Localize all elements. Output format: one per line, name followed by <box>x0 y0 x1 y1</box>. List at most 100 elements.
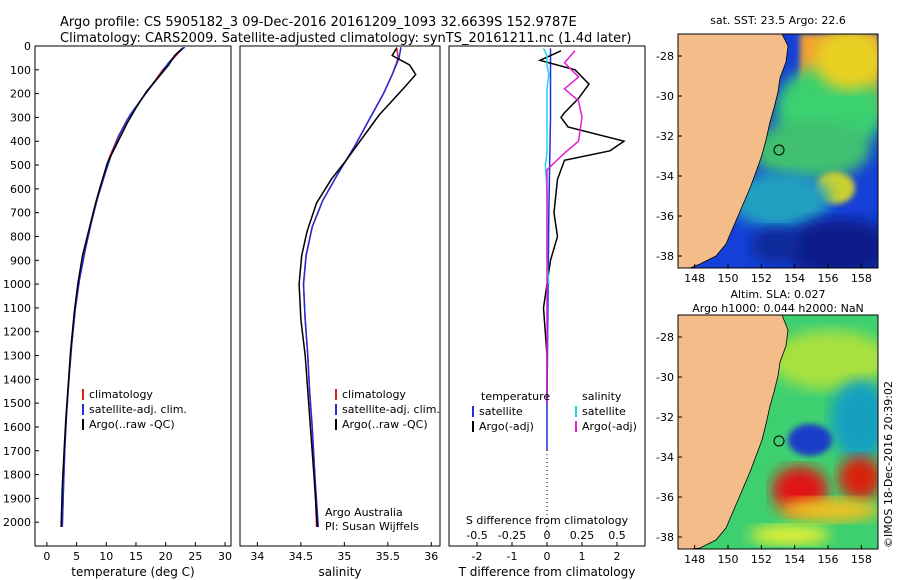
depth-tick-label: 400 <box>10 135 31 148</box>
sst-map-ytick-label: -38 <box>656 250 674 263</box>
depth-tick-label: 700 <box>10 207 31 220</box>
sla-argo-marker <box>773 435 785 447</box>
salinity-legend-label: climatology <box>342 388 406 401</box>
depth-tick-label: 900 <box>10 254 31 267</box>
difference-s-tick-label: 0.25 <box>570 529 595 542</box>
sla-map <box>678 315 878 549</box>
sst-map-xtick-label: 148 <box>684 272 705 285</box>
difference-legend-label: Argo(-adj) <box>582 420 637 433</box>
temperature-xtick-label: 25 <box>188 550 202 563</box>
depth-tick-label: 1800 <box>3 469 31 482</box>
sst-map <box>678 34 878 268</box>
sla-map-subtitle: Argo h1000: 0.044 h2000: NaN <box>692 302 864 315</box>
difference-series-3 <box>546 50 583 404</box>
difference-series-0 <box>546 48 552 451</box>
difference-xlabel: T difference from climatology <box>458 565 636 579</box>
difference-xtick-label: -1 <box>507 550 518 563</box>
temperature-xtick-label: 10 <box>99 550 113 563</box>
depth-tick-label: 2000 <box>3 516 31 529</box>
salinity-series-1 <box>302 47 402 528</box>
sst-map-ytick-label: -28 <box>656 50 674 63</box>
sla-map-ytick-label: -38 <box>656 531 674 544</box>
depth-tick-label: 1900 <box>3 492 31 505</box>
difference-s-tick-label: -0.25 <box>498 529 526 542</box>
depth-tick-label: 1600 <box>3 421 31 434</box>
difference-legend-header-temperature: temperature <box>481 390 550 403</box>
sst-map-frame <box>677 33 879 269</box>
depth-tick-label: 300 <box>10 111 31 124</box>
depth-tick-label: 800 <box>10 230 31 243</box>
difference-xlabel-s: S difference from climatology <box>466 514 629 527</box>
difference-legend-header-salinity: salinity <box>582 390 622 403</box>
depth-tick-label: 1300 <box>3 350 31 363</box>
sla-map-ytick-label: -36 <box>656 491 674 504</box>
sst-map-xtick-label: 156 <box>818 272 839 285</box>
salinity-xtick-label: 34 <box>250 550 264 563</box>
depth-tick-label: 0 <box>24 40 31 53</box>
sla-map-xtick-label: 150 <box>718 553 739 566</box>
sla-map-title: Altim. SLA: 0.027 <box>730 288 825 301</box>
salinity-xtick-label: 34.5 <box>289 550 314 563</box>
difference-xtick-label: -2 <box>472 550 483 563</box>
difference-legend-label: satellite <box>479 405 523 418</box>
sst-map-ytick-label: -32 <box>656 130 674 143</box>
salinity-legend-label: satellite-adj. clim. <box>342 403 440 416</box>
temperature-xtick-label: 20 <box>159 550 173 563</box>
temperature-xtick-label: 15 <box>129 550 143 563</box>
salinity-xtick-label: 35.5 <box>376 550 401 563</box>
temperature-xtick-label: 30 <box>218 550 232 563</box>
salinity-xtick-label: 35 <box>337 550 351 563</box>
sla-map-xtick-label: 148 <box>684 553 705 566</box>
temperature-xtick-label: 5 <box>73 550 80 563</box>
depth-tick-label: 1500 <box>3 397 31 410</box>
difference-s-tick-label: 0.5 <box>608 529 626 542</box>
depth-tick-label: 600 <box>10 183 31 196</box>
header-line-1: Argo profile: CS 5905182_3 09-Dec-2016 2… <box>60 15 577 30</box>
sst-argo-marker <box>773 144 785 156</box>
temperature-series-2 <box>60 47 183 528</box>
watermark: ©IMOS 18-Dec-2016 20:39:02 <box>882 381 895 548</box>
difference-xtick-label: 2 <box>614 550 621 563</box>
difference-xtick-label: 0 <box>544 550 551 563</box>
sst-map-ytick-label: -36 <box>656 210 674 223</box>
temperature-legend-label: Argo(..raw -QC) <box>89 418 175 431</box>
sst-map-xtick-label: 154 <box>784 272 805 285</box>
argo-australia-label: Argo Australia <box>325 506 403 519</box>
difference-legend-label: satellite <box>582 405 626 418</box>
difference-xtick-label: 1 <box>579 550 586 563</box>
temperature-legend-label: satellite-adj. clim. <box>89 403 187 416</box>
legends-group: climatology satellite-adj. clim. Argo(..ra… <box>82 388 637 433</box>
sla-map-ytick-label: -34 <box>656 451 674 464</box>
depth-tick-label: 1100 <box>3 302 31 315</box>
difference-s-tick-label: -0.5 <box>466 529 487 542</box>
sst-map-ytick-label: -30 <box>656 90 674 103</box>
sst-map-xtick-label: 152 <box>751 272 772 285</box>
sst-map-title: sat. SST: 23.5 Argo: 22.6 <box>710 14 846 27</box>
temperature-xtick-label: 0 <box>43 550 50 563</box>
sla-map-xtick-label: 152 <box>751 553 772 566</box>
depth-tick-label: 1200 <box>3 326 31 339</box>
sst-map-xtick-label: 158 <box>851 272 872 285</box>
difference-s-tick-label: 0 <box>544 529 551 542</box>
sla-map-xtick-label: 156 <box>818 553 839 566</box>
depth-tick-label: 1400 <box>3 373 31 386</box>
depth-tick-label: 200 <box>10 88 31 101</box>
depth-tick-label: 500 <box>10 159 31 172</box>
temperature-xlabel: temperature (deg C) <box>71 565 194 579</box>
sla-map-ytick-label: -28 <box>656 331 674 344</box>
sla-map-frame <box>677 314 879 550</box>
sla-map-ytick-label: -30 <box>656 371 674 384</box>
salinity-xlabel: salinity <box>318 565 361 579</box>
map-axes-group: 148 150 152 154 156 158 -28 -30 -32 -34 -36 -38 148 1… <box>656 50 872 566</box>
temperature-legend-label: climatology <box>89 388 153 401</box>
temperature-series-group <box>60 46 186 528</box>
header-line-2: Climatology: CARS2009. Satellite-adjuste… <box>60 31 632 46</box>
salinity-legend-label: Argo(..raw -QC) <box>342 418 428 431</box>
depth-tick-label: 1700 <box>3 445 31 458</box>
depth-tick-label: 100 <box>10 64 31 77</box>
sla-map-xtick-label: 158 <box>851 553 872 566</box>
salinity-series-2 <box>298 48 417 528</box>
salinity-panel-frame <box>239 45 441 547</box>
pi-label: PI: Susan Wijffels <box>325 520 419 533</box>
difference-legend-label: Argo(-adj) <box>479 420 534 433</box>
